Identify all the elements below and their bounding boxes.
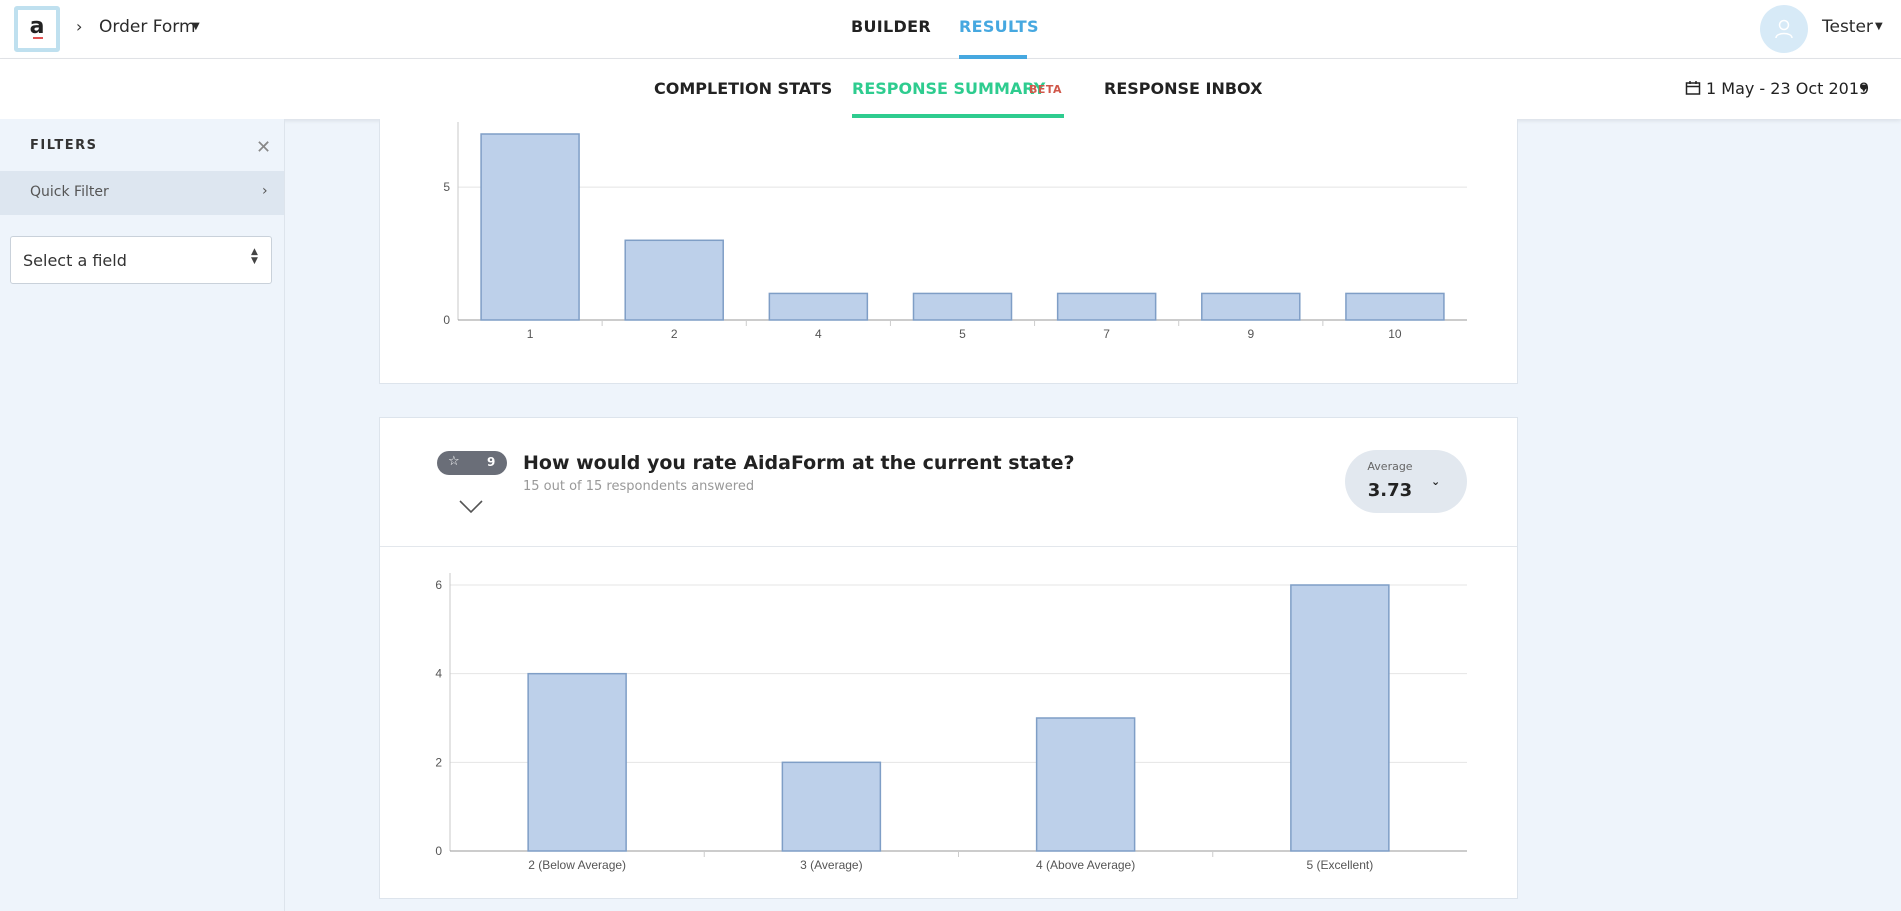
close-icon[interactable]: ✕ bbox=[256, 137, 272, 158]
y-tick-label: 6 bbox=[435, 578, 442, 592]
active-subtab-indicator bbox=[852, 114, 1064, 118]
bar bbox=[1035, 717, 1136, 852]
bar bbox=[1201, 292, 1301, 321]
chevron-down-icon[interactable]: ▼ bbox=[1860, 83, 1868, 94]
average-label: Average bbox=[1367, 460, 1413, 473]
y-tick-label: 5 bbox=[443, 180, 450, 194]
respondents-count: 15 out of 15 respondents answered bbox=[523, 479, 755, 494]
x-tick-label: 1 bbox=[527, 327, 534, 341]
select-field-label: Select a field bbox=[23, 251, 127, 270]
bar bbox=[781, 761, 882, 852]
date-range-picker[interactable]: 1 May - 23 Oct 2019 bbox=[1706, 79, 1870, 98]
question-number-badge: ☆ 9 bbox=[437, 451, 507, 475]
bar-chart-rating: 0 2 4 6 2 (Below Average) 3 (Average) 4 (Above… bbox=[435, 573, 1467, 872]
average-selector[interactable]: Average 3.73 ⌄ bbox=[1345, 450, 1467, 513]
user-icon bbox=[1775, 19, 1793, 39]
x-tick-label: 3 (Average) bbox=[800, 858, 862, 872]
bar bbox=[768, 292, 869, 321]
collapse-chevron-icon[interactable] bbox=[459, 500, 483, 514]
chevron-down-icon[interactable]: ▼ bbox=[192, 21, 200, 32]
bar bbox=[912, 292, 1013, 321]
x-tick-label: 7 bbox=[1103, 327, 1110, 341]
chevron-down-icon[interactable]: ▼ bbox=[1875, 21, 1883, 32]
question-card-previous: 0 5 1 2 4 5 7 9 10 bbox=[379, 119, 1518, 384]
beta-badge: BETA bbox=[1029, 83, 1063, 96]
bar bbox=[1290, 584, 1390, 852]
form-name-dropdown[interactable]: Order Form bbox=[99, 17, 196, 37]
bar-chart-previous: 0 5 1 2 4 5 7 9 10 bbox=[443, 122, 1467, 341]
y-tick-label: 0 bbox=[443, 313, 450, 327]
tab-response-summary[interactable]: RESPONSE SUMMARY bbox=[852, 79, 1046, 98]
x-tick-label: 2 (Below Average) bbox=[528, 858, 626, 872]
x-tick-label: 4 bbox=[815, 327, 822, 341]
x-tick-label: 5 (Excellent) bbox=[1307, 858, 1374, 872]
y-tick-label: 0 bbox=[435, 844, 442, 858]
avatar[interactable] bbox=[1760, 5, 1808, 53]
results-subnav: COMPLETION STATS RESPONSE SUMMARY BETA R… bbox=[0, 59, 1901, 119]
sort-arrows-icon: ▲ ▼ bbox=[251, 247, 258, 266]
x-tick-label: 4 (Above Average) bbox=[1036, 858, 1135, 872]
tab-builder[interactable]: BUILDER bbox=[851, 17, 931, 36]
divider bbox=[380, 546, 1517, 547]
bar bbox=[480, 133, 580, 321]
quick-filter-item[interactable]: Quick Filter › bbox=[0, 171, 284, 215]
x-tick-label: 5 bbox=[959, 327, 966, 341]
question-title: How would you rate AidaForm at the curre… bbox=[523, 452, 1075, 474]
select-field-dropdown[interactable]: Select a field ▲ ▼ bbox=[10, 236, 272, 284]
question-card-rating: ☆ 9 How would you rate AidaForm at the c… bbox=[379, 417, 1518, 899]
tab-results[interactable]: RESULTS bbox=[959, 17, 1039, 36]
star-icon: ☆ bbox=[448, 454, 460, 469]
active-tab-indicator bbox=[959, 55, 1027, 59]
average-value: 3.73 bbox=[1367, 480, 1413, 501]
app-logo[interactable]: a bbox=[14, 6, 60, 52]
question-number: 9 bbox=[487, 455, 496, 469]
x-tick-label: 10 bbox=[1388, 327, 1402, 341]
chevron-right-icon: › bbox=[262, 183, 268, 199]
user-menu[interactable]: Tester bbox=[1822, 17, 1873, 37]
top-bar: a › Order Form ▼ BUILDER RESULTS Tester … bbox=[0, 0, 1901, 59]
bar bbox=[624, 239, 724, 321]
logo-underline bbox=[33, 37, 43, 39]
filters-sidebar: FILTERS ✕ Quick Filter › Select a field … bbox=[0, 119, 285, 911]
quick-filter-label: Quick Filter bbox=[30, 184, 109, 200]
y-tick-label: 2 bbox=[435, 755, 442, 769]
logo-letter: a bbox=[29, 13, 45, 39]
breadcrumb-arrow-icon: › bbox=[76, 17, 83, 36]
bar bbox=[1345, 292, 1445, 321]
tab-response-inbox[interactable]: RESPONSE INBOX bbox=[1104, 79, 1263, 98]
bar bbox=[1056, 292, 1157, 321]
chevron-down-icon: ⌄ bbox=[1431, 475, 1441, 488]
calendar-icon[interactable] bbox=[1685, 80, 1701, 96]
filters-title: FILTERS bbox=[30, 138, 98, 153]
y-tick-label: 4 bbox=[435, 667, 442, 681]
tab-completion-stats[interactable]: COMPLETION STATS bbox=[654, 79, 833, 98]
x-tick-label: 9 bbox=[1247, 327, 1254, 341]
bar bbox=[527, 672, 627, 852]
x-tick-label: 2 bbox=[671, 327, 678, 341]
